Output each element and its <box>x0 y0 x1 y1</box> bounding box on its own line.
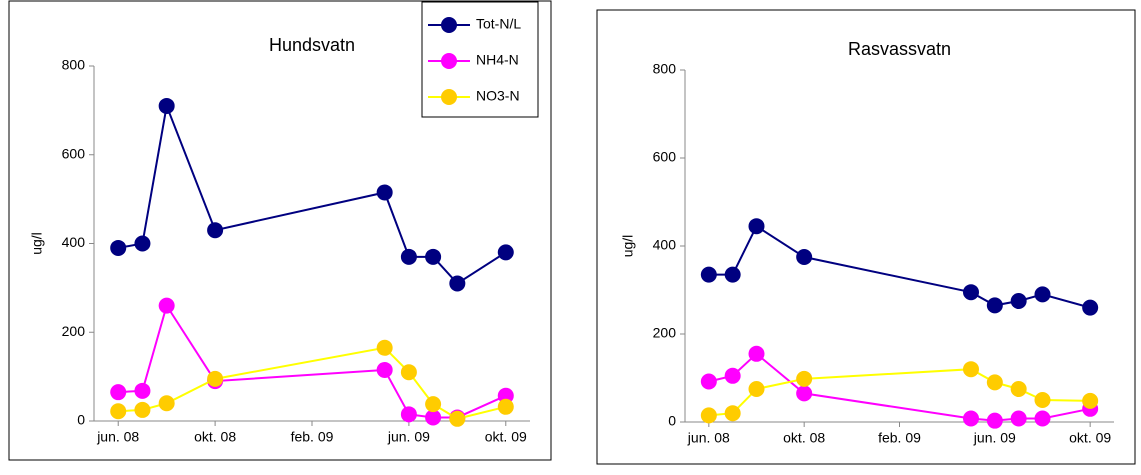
chart-title: Rasvassvatn <box>848 39 951 59</box>
data-point <box>986 374 1003 391</box>
data-point <box>796 385 813 402</box>
data-point <box>376 361 393 378</box>
data-point <box>110 403 127 420</box>
data-point <box>986 412 1003 429</box>
y-tick-label: 600 <box>653 149 677 165</box>
data-point <box>449 275 466 292</box>
data-point <box>134 401 151 418</box>
data-point <box>700 407 717 424</box>
data-point <box>207 222 224 239</box>
data-point <box>134 382 151 399</box>
y-tick-label: 800 <box>653 61 677 77</box>
data-point <box>400 248 417 265</box>
data-point <box>1010 293 1027 309</box>
legend-label: Tot-N/L <box>476 16 521 32</box>
data-point <box>700 266 717 283</box>
data-point <box>497 387 514 404</box>
data-point <box>134 235 151 252</box>
data-point <box>425 248 442 265</box>
data-point <box>158 97 175 114</box>
legend-marker <box>441 17 457 33</box>
x-tick-label: feb. 09 <box>291 429 334 445</box>
data-point <box>110 384 127 401</box>
data-point <box>158 395 175 412</box>
data-point <box>158 297 175 314</box>
data-point <box>449 410 466 427</box>
x-tick-label: okt. 08 <box>783 430 825 446</box>
y-tick-label: 200 <box>653 325 677 341</box>
data-point <box>1082 392 1099 409</box>
x-tick-label: jun. 09 <box>973 430 1016 446</box>
data-point <box>796 370 813 387</box>
data-point <box>724 405 741 422</box>
data-point <box>796 249 813 265</box>
legend-label: NH4-N <box>476 52 519 68</box>
data-point <box>497 244 514 261</box>
data-point <box>425 409 442 426</box>
y-axis-label: ug/l <box>29 232 45 255</box>
y-tick-label: 400 <box>62 234 86 250</box>
data-point <box>1034 410 1051 427</box>
y-tick-label: 0 <box>668 413 676 429</box>
data-point <box>376 184 393 201</box>
data-point <box>425 396 442 413</box>
x-tick-label: okt. 09 <box>485 429 527 445</box>
data-point <box>1034 286 1051 303</box>
y-tick-label: 0 <box>77 412 85 428</box>
legend-marker <box>441 89 457 105</box>
y-tick-label: 600 <box>62 145 86 161</box>
data-point <box>963 284 979 301</box>
x-tick-label: jun. 08 <box>96 429 139 445</box>
chart-frame <box>596 9 1136 465</box>
data-point <box>748 345 765 362</box>
data-point <box>400 364 417 381</box>
data-point <box>1010 410 1027 427</box>
y-tick-label: 200 <box>62 323 86 339</box>
x-tick-label: jun. 08 <box>687 430 730 446</box>
y-axis-label: ug/l <box>620 235 636 258</box>
data-point <box>376 339 393 356</box>
data-point <box>1034 392 1051 408</box>
data-point <box>748 381 765 397</box>
y-tick-label: 800 <box>62 57 86 73</box>
data-point <box>700 373 717 390</box>
x-tick-label: okt. 09 <box>1069 430 1111 446</box>
data-point <box>400 406 417 423</box>
data-point <box>724 266 741 283</box>
data-point <box>1082 299 1099 316</box>
x-tick-label: feb. 09 <box>878 430 921 446</box>
data-point <box>748 218 765 235</box>
data-point <box>724 367 741 384</box>
chart-title: Hundsvatn <box>269 35 355 55</box>
legend-marker <box>441 53 457 69</box>
data-point <box>110 239 127 256</box>
x-tick-label: jun. 09 <box>387 429 430 445</box>
x-tick-label: okt. 08 <box>194 429 236 445</box>
data-point <box>207 370 224 387</box>
y-tick-label: 400 <box>653 237 677 253</box>
data-point <box>963 361 979 378</box>
data-point <box>497 398 514 415</box>
data-point <box>963 410 979 427</box>
data-point <box>986 297 1003 314</box>
data-point <box>1010 381 1027 397</box>
legend-label: NO3-N <box>476 88 520 104</box>
